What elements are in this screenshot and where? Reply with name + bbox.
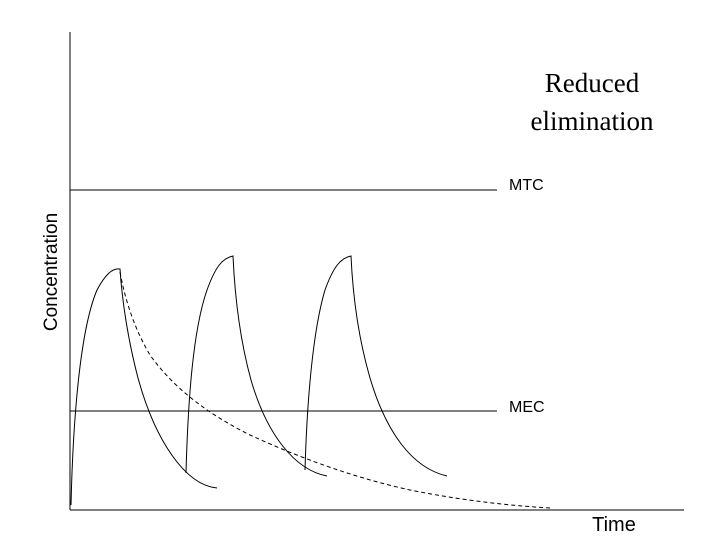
dose-curve-2: [185, 255, 328, 477]
title-line-2: elimination: [531, 106, 654, 136]
single-dose-curve: [119, 271, 551, 509]
dose-curve-3: [304, 255, 448, 477]
title-line-1: Reduced: [545, 68, 640, 98]
mec-label: MEC: [509, 399, 545, 416]
x-axis-label: Time: [592, 514, 636, 536]
y-axis-label: Concentration: [41, 213, 62, 331]
dose-curve-1: [70, 268, 218, 506]
mtc-label: MTC: [509, 177, 544, 194]
